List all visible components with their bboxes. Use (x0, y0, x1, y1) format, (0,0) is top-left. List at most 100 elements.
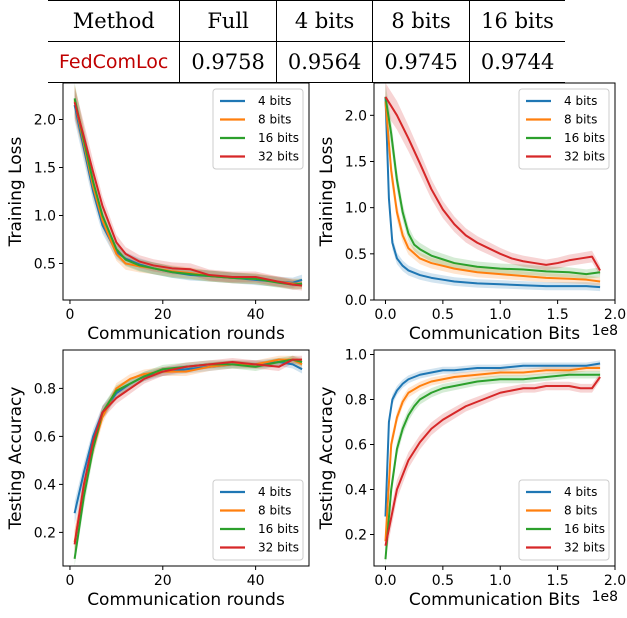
legend-box (518, 88, 610, 170)
chart-4: 0.0 0.5 1.0 1.5 2.00.20.40.60.81.0Communicat… (317, 348, 626, 611)
value-8-bits: 0.9745 (372, 41, 470, 83)
legend-label-4: 32 bits (258, 541, 299, 555)
y-tick-label: 0.2 (345, 528, 367, 544)
value-full: 0.9758 (179, 41, 277, 83)
y-tick-label: 0.2 (34, 525, 56, 541)
legend-label-1: 4 bits (258, 485, 291, 499)
plot-frame (373, 82, 616, 301)
y-axis-label: Training Loss (317, 136, 337, 247)
y-tick-label: 0.6 (345, 438, 367, 454)
results-table: Method Full 4 bits 8 bits 16 bits FedCom… (48, 0, 566, 83)
legend-label-1: 4 bits (564, 485, 597, 499)
y-tick-label: 1.0 (345, 348, 367, 364)
legend-box (212, 479, 304, 561)
x-tick-label: 1.5 (546, 307, 568, 323)
x-axis-label: Communication Bits (409, 590, 580, 610)
value-4-bits: 0.9564 (275, 41, 373, 83)
y-tick-label: 2.0 (345, 108, 367, 124)
legend-label-4: 32 bits (564, 150, 605, 164)
series-line-3 (384, 373, 601, 560)
series-line-4 (384, 96, 601, 271)
legend-label-2: 8 bits (258, 504, 291, 518)
y-tick-label: 0.4 (34, 477, 56, 493)
series-line-2 (384, 101, 601, 283)
chart-3: 0 20 40 0.2 0.4 0.6 0.8 Communication rounds Tes… (6, 349, 310, 610)
x-tick-label: 0.0 (374, 307, 396, 323)
plot-frame (62, 82, 310, 301)
x-tick-label: 1.5 (546, 573, 568, 589)
value-16-bits: 0.9744 (468, 41, 566, 83)
y-axis-label: Training Loss (6, 136, 26, 247)
legend-label-2: 8 bits (258, 113, 291, 127)
y-axis-label: Testing Accuracy (6, 387, 26, 531)
header-8-bits: 8 bits (372, 0, 470, 42)
method-name: FedComLoc (48, 41, 180, 83)
x-axis-label: Communication rounds (87, 590, 285, 610)
x-tick-label: 20 (154, 307, 172, 323)
y-tick-label: 1.5 (34, 160, 56, 176)
series-line-3 (73, 98, 303, 286)
x-axis-label: Communication Bits (409, 324, 580, 344)
y-tick-label: 1.5 (345, 154, 367, 170)
x-tick-label: 40 (247, 573, 265, 589)
chart-1: 0 20 40 0.5 1.0 1.5 2.0 Communication rounds Tra… (6, 82, 310, 344)
header-16-bits: 16 bits (468, 0, 566, 42)
legend-box (212, 88, 304, 170)
table-row: FedComLoc 0.9758 0.9564 0.9745 0.9744 (48, 41, 566, 83)
legend-label-1: 4 bits (564, 94, 597, 108)
series-line-4 (73, 358, 303, 545)
legend-label-3: 16 bits (258, 131, 299, 145)
x-tick-label: 0 (66, 307, 75, 323)
series-band-4 (385, 373, 601, 559)
x-tick-label: 0.5 (432, 573, 454, 589)
x-tick-label: 2.0 (604, 573, 626, 589)
chart-2: 0.0 0.5 1.0 1.5 2.0 0.0 0.5 1.0 1.5 2.0 Communicat… (317, 82, 626, 344)
y-tick-label: 0.6 (34, 429, 56, 445)
legend-label-1: 4 bits (258, 94, 291, 108)
legend-label-3: 16 bits (258, 522, 299, 536)
x-tick-label: 1.0 (489, 573, 511, 589)
series-line-1 (384, 96, 601, 289)
x-tick-label: 2.0 (604, 307, 626, 323)
y-tick-label: 0.5 (34, 257, 56, 273)
series-band-1 (385, 360, 601, 528)
legend-label-3: 16 bits (564, 522, 605, 536)
y-tick-label: 0.5 (345, 247, 367, 263)
x-tick-label: 1.0 (489, 307, 511, 323)
legend-label-4: 32 bits (564, 541, 605, 555)
y-tick-label: 1.0 (34, 209, 56, 225)
x-tick-label: 0 (66, 573, 75, 589)
x-tick-label: 0.0 (374, 573, 396, 589)
series-band-4 (385, 83, 601, 276)
legend-label-4: 32 bits (258, 150, 299, 164)
header-method: Method (48, 0, 180, 42)
y-axis-label: Testing Accuracy (317, 387, 337, 531)
legend-label-2: 8 bits (564, 504, 597, 518)
x-axis-label: Communication rounds (87, 324, 285, 344)
y-tick-label: 0.0 (345, 293, 367, 309)
y-tick-label: 0.8 (34, 381, 56, 397)
x-offset-label: 1e8 (592, 323, 618, 339)
x-tick-label: 40 (247, 307, 265, 323)
y-tick-label: 0.8 (345, 393, 367, 409)
series-line-2 (384, 367, 601, 542)
plot-frame (62, 349, 310, 567)
legend-label-3: 16 bits (564, 131, 605, 145)
series-line-4 (384, 376, 601, 546)
y-tick-label: 2.0 (34, 112, 56, 128)
legend-label-2: 8 bits (564, 113, 597, 127)
x-offset-label: 1e8 (592, 589, 618, 605)
y-tick-label: 1.0 (345, 201, 367, 217)
series-line-3 (73, 358, 303, 559)
y-tick-label: 0.4 (345, 483, 367, 499)
header-full: Full (179, 0, 277, 42)
series-line-3 (384, 96, 601, 276)
legend-box (518, 479, 610, 561)
x-tick-label: 0.5 (432, 307, 454, 323)
header-4-bits: 4 bits (275, 0, 373, 42)
series-line-4 (73, 101, 303, 287)
series-line-1 (384, 362, 601, 517)
x-tick-label: 20 (154, 573, 172, 589)
table-header-row: Method Full 4 bits 8 bits 16 bits (48, 0, 566, 42)
